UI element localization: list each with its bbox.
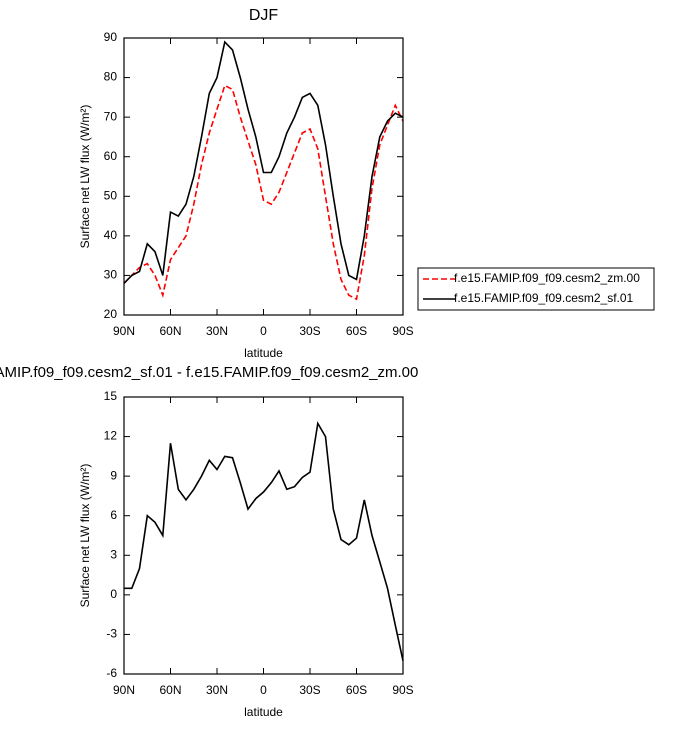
x-tick-label: 90N [113, 683, 135, 697]
series-line [124, 421, 404, 661]
y-tick-label: 50 [104, 188, 118, 202]
y-axis-label: Surface net LW flux (W/m²) [78, 105, 92, 249]
y-tick-label: 80 [104, 70, 118, 84]
y-tick-label: 70 [104, 109, 118, 123]
y-tick-label: 6 [110, 508, 117, 522]
x-tick-label: 30N [206, 683, 228, 697]
x-tick-label: 60N [159, 324, 181, 338]
y-tick-label: -3 [106, 627, 117, 641]
legend-label: f.e15.FAMIP.f09_f09.cesm2_zm.00 [454, 271, 640, 285]
plot-frame [123, 396, 404, 675]
x-tick-label: 0 [260, 324, 267, 338]
y-tick-label: 20 [104, 307, 118, 321]
legend-label: f.e15.FAMIP.f09_f09.cesm2_sf.01 [454, 291, 634, 305]
series-line [123, 40, 404, 284]
y-tick-label: 90 [104, 30, 118, 44]
y-tick-label: -6 [106, 666, 117, 680]
plot-frame [123, 37, 404, 316]
series-line [123, 84, 404, 301]
x-tick-label: 60N [159, 683, 181, 697]
x-axis-label: latitude [244, 705, 283, 719]
legend-box [417, 267, 655, 311]
y-tick-label: 40 [104, 228, 118, 242]
x-tick-label: 90N [113, 324, 135, 338]
chart-title: f.e15.FAMIP.f09_f09.cesm2_sf.01 - f.e15.… [0, 364, 418, 381]
x-tick-label: 30S [299, 324, 320, 338]
y-tick-label: 9 [110, 468, 117, 482]
x-tick-label: 90S [392, 324, 413, 338]
y-axis-label: Surface net LW flux (W/m²) [78, 464, 92, 608]
y-tick-label: 3 [110, 547, 117, 561]
x-tick-label: 0 [260, 683, 267, 697]
x-tick-label: 30N [206, 324, 228, 338]
y-tick-label: 60 [104, 149, 118, 163]
x-tick-label: 30S [299, 683, 320, 697]
x-tick-label: 60S [346, 324, 367, 338]
x-tick-label: 90S [392, 683, 413, 697]
y-tick-label: 15 [104, 389, 118, 403]
x-axis-label: latitude [244, 346, 283, 360]
y-tick-label: 12 [104, 429, 118, 443]
y-tick-label: 30 [104, 268, 118, 282]
y-tick-label: 0 [110, 587, 117, 601]
x-tick-label: 60S [346, 683, 367, 697]
chart-title: DJF [249, 7, 279, 24]
